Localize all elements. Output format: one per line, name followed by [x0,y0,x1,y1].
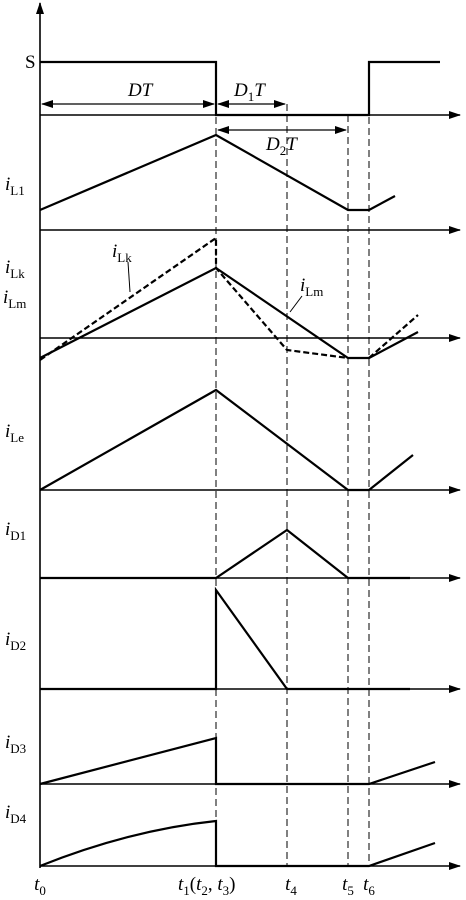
label-part: D3 [10,741,26,756]
label-part: S [25,52,36,73]
label-part: i [5,732,10,753]
label-part: 3 [223,883,230,898]
label-part: L1 [10,183,24,198]
label-part: t [217,874,223,895]
label-part: i [5,519,10,540]
label-part: i [5,421,10,442]
signal-label: iL1 [5,174,25,198]
signal-label: iD2 [5,629,26,653]
label-part: t [196,874,202,895]
label-part: 4 [290,883,297,898]
label-part: i [5,174,10,195]
label-part: 2 [280,143,287,158]
label-part: t [285,874,291,895]
label-part: t [363,874,369,895]
interval-label: DT [127,80,154,101]
label-part: 1 [183,883,190,898]
signal-label: iLm [3,287,26,311]
time-label: t5 [342,874,354,898]
time-label: t0 [34,874,46,898]
label-part: 6 [368,883,375,898]
label-part: Lm [305,284,323,299]
label-part: 5 [347,883,354,898]
label-part: i [5,629,10,650]
label-part: i [3,287,8,308]
interval-label: D2T [265,134,298,158]
label-part: t [342,874,348,895]
label-part: D2 [10,638,26,653]
label-part: , [208,874,218,895]
waveforms [39,60,440,868]
label-part: ) [229,874,235,895]
label-part: Le [10,430,24,445]
label-part: t [178,874,184,895]
label-part: 2 [201,883,208,898]
time-label: t1(t2, t3) [178,874,236,898]
label-part: i [300,275,305,296]
interval-arrows [41,100,347,134]
label-part: i [112,241,117,262]
label-part: D1 [10,528,26,543]
label-part: 0 [39,883,46,898]
signal-label: iLe [5,421,24,445]
label-part: Lk [10,266,25,281]
time-markers [215,62,370,866]
signal-label: iLk [5,257,25,281]
time-label: t4 [285,874,297,898]
signal-label: iD4 [5,802,27,826]
interval-label: D1T [233,80,266,104]
signal-label: S [25,52,36,73]
label-part: D [233,80,248,101]
label-part: Lk [117,250,132,265]
label-part: ( [190,874,196,895]
time-label: t6 [363,874,375,898]
label-part: T [286,134,298,155]
label-part: D4 [10,811,26,826]
label-part: i [5,802,10,823]
curve-annotation: iLk [112,241,132,265]
signal-label: iD1 [5,519,26,543]
label-part: t [34,874,40,895]
label-part: 1 [248,89,255,104]
label-part: T [254,80,266,101]
label-part: Lm [8,296,26,311]
label-part: DT [127,80,154,101]
curve-annotation: iLm [300,275,323,299]
label-part: D [265,134,280,155]
axes [36,2,461,870]
label-part: i [5,257,10,278]
signal-label: iD3 [5,732,26,756]
